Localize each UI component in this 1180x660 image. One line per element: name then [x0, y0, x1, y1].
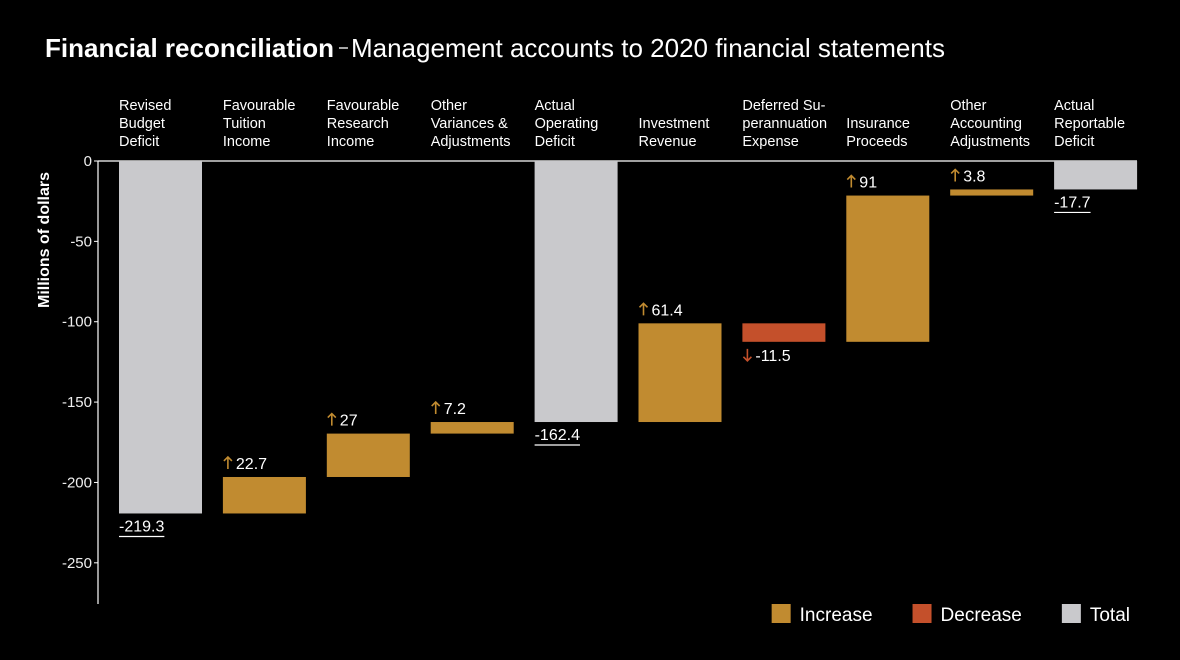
chart-subtitle: Management accounts to 2020 financial st… — [351, 33, 945, 63]
y-tick-label: 0 — [84, 153, 92, 170]
bar — [742, 323, 826, 342]
arrow-up — [431, 400, 441, 415]
chart-title: Financial reconciliation — [45, 33, 334, 63]
x-tick-label: Adjustments — [950, 134, 1030, 150]
x-tick-label: Revenue — [639, 134, 697, 150]
legend-label: Increase — [800, 605, 873, 626]
value-label: 91 — [859, 175, 877, 192]
value-label: -17.7 — [1054, 194, 1091, 211]
value-label: 61.4 — [652, 302, 683, 319]
x-tick-label: Deferred Su- — [742, 98, 825, 114]
x-tick-label: Income — [223, 134, 271, 150]
y-tick-label: -150 — [62, 394, 92, 411]
arrow-down — [742, 348, 752, 362]
legend-swatch — [771, 604, 791, 623]
y-tick-label: -100 — [62, 314, 92, 331]
x-tick-label: Favourable — [223, 98, 296, 114]
x-tick-label: Deficit — [1054, 134, 1094, 150]
x-tick-label: Income — [327, 134, 375, 150]
x-tick-label: perannuation — [742, 116, 827, 132]
bar — [222, 476, 306, 514]
arrow-up — [638, 302, 649, 316]
x-tick-label: Other — [950, 98, 986, 114]
arrow-up — [223, 455, 233, 469]
x-tick-label: Deficit — [119, 134, 159, 150]
x-tick-label: Investment — [639, 116, 710, 132]
x-tick-label: Adjustments — [431, 134, 511, 150]
bar — [534, 161, 618, 423]
x-tick-label: Revised — [119, 98, 171, 114]
value-label: 3.8 — [963, 168, 985, 185]
x-tick-label: Accounting — [950, 116, 1022, 132]
bar — [326, 433, 410, 477]
y-axis-label: Millions of dollars — [36, 172, 53, 308]
x-tick-label: Actual — [535, 98, 575, 114]
value-label: 27 — [340, 413, 358, 430]
value-label: -219.3 — [119, 518, 164, 535]
x-tick-label: Deficit — [535, 134, 575, 150]
bar — [846, 195, 930, 342]
arrow-up — [846, 174, 856, 188]
legend-label: Decrease — [941, 605, 1022, 626]
legend-label: Total — [1090, 605, 1130, 626]
x-tick-label: Operating — [535, 116, 599, 132]
x-tick-label: Other — [431, 98, 467, 114]
arrow-up — [327, 412, 337, 426]
y-tick-label: -250 — [62, 555, 92, 572]
y-tick-label: -50 — [70, 233, 92, 250]
bar — [1054, 161, 1138, 190]
x-tick-label: Budget — [119, 116, 165, 132]
arrow-up — [950, 168, 960, 182]
bar — [950, 189, 1034, 196]
x-tick-label: Insurance — [846, 116, 910, 132]
bar — [430, 422, 514, 434]
value-label: 7.2 — [444, 401, 466, 418]
x-tick-label: Proceeds — [846, 134, 907, 150]
legend-swatch — [1061, 604, 1081, 623]
bar — [638, 323, 722, 423]
x-tick-label: Tuition — [223, 116, 266, 132]
value-label: 22.7 — [236, 456, 267, 473]
x-tick-label: Research — [327, 116, 389, 132]
value-label: -162.4 — [535, 427, 580, 444]
x-tick-label: Favourable — [327, 98, 400, 114]
value-label: -11.5 — [755, 348, 790, 365]
bar — [119, 161, 202, 514]
y-tick-label: -200 — [62, 474, 92, 491]
x-tick-label: Expense — [742, 134, 798, 150]
x-tick-label: Reportable — [1054, 116, 1125, 132]
x-tick-label: Variances & — [431, 116, 508, 132]
legend-swatch — [912, 604, 932, 623]
x-tick-label: Actual — [1054, 98, 1094, 114]
